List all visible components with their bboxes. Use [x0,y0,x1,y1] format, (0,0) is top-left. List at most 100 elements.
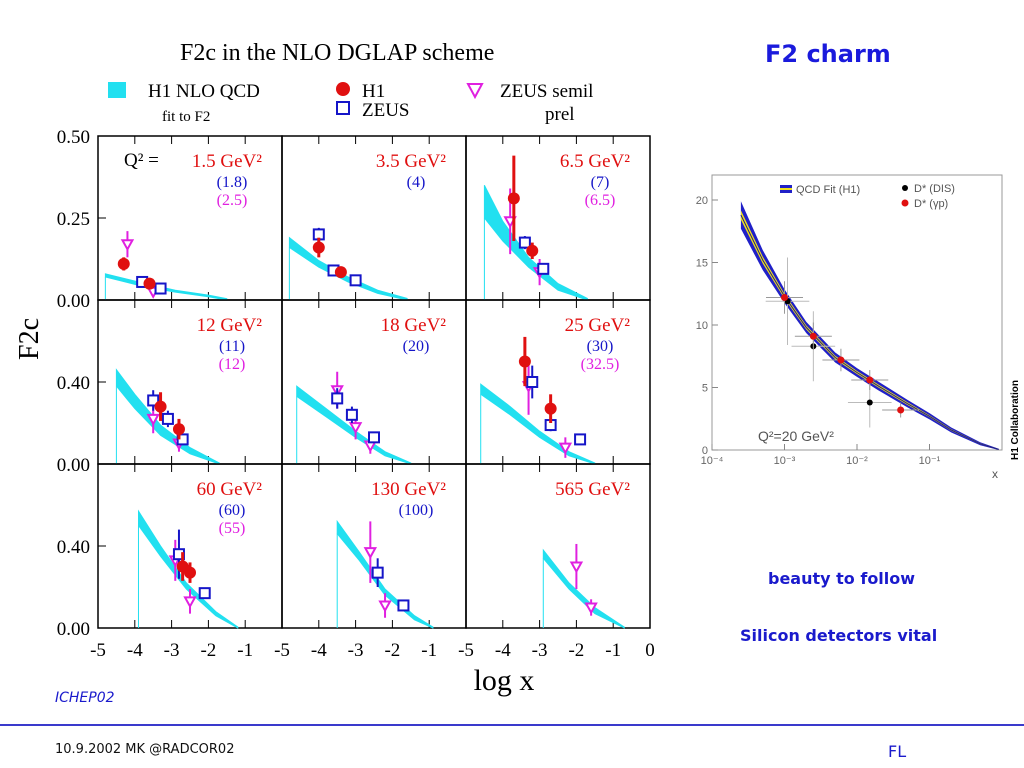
y-tick-label: 0.00 [57,619,90,640]
panel-5: 18 GeV² (20) [281,299,467,465]
panel-4: 12 GeV² (11)(12) [97,299,283,465]
zeus-point [537,262,550,275]
panel-q2-semil: (6.5) [585,192,616,209]
x-tick-label: 0 [645,640,655,661]
semil-point [120,239,135,252]
y-tick-label: 0.40 [57,537,90,558]
panel-q2-h1: 130 GeV² [371,479,446,500]
gp-point [781,294,788,301]
zeus-point [371,566,384,579]
y-tick-label: 20 [696,195,708,207]
zeus-point [518,236,531,249]
h1-point [507,192,520,205]
x-tick-label: -4 [127,640,143,661]
zeus-point [345,408,358,421]
h1-point [518,355,531,368]
y-tick-label: 15 [696,258,708,270]
panel-2: 3.5 GeV² (4) [281,135,467,301]
panel-frame-9 [465,463,651,629]
semil-point [183,596,197,609]
gp-point [837,356,845,364]
chart-title: F2c in the NLO DGLAP scheme [180,40,494,66]
panel-q2-zeus: (1.8) [217,174,248,191]
legend-semil-label: ZEUS semil [500,81,593,102]
x-tick-label: -2 [568,640,584,661]
x-axis-label: x [992,467,998,481]
x-tick-label: -5 [90,640,106,661]
fit-band [480,383,596,465]
zeus-point [161,412,174,425]
legend-band-label: QCD Fit (H1) [796,184,860,196]
panel-q2-h1: 25 GeV² [565,315,631,336]
legend-dis-label: D* (DIS) [914,183,955,195]
legend-dis-marker [902,185,908,191]
semil-point [348,422,363,435]
zeus-point [154,282,167,295]
panel-q2-h1: 6.5 GeV² [560,151,630,172]
collaboration-label: H1 Collaboration [1010,380,1021,461]
y-tick-label: 0.40 [57,373,90,394]
x-tick-label: -3 [532,640,548,661]
panel-q2-zeus: (30) [587,338,614,355]
semil-point [569,561,584,574]
x-tick-label: 10⁻⁴ [701,455,724,467]
h1-point [172,423,185,436]
gluon-density-figure: 0 5 10 15 20 10⁻⁴ 10⁻³ 10⁻² 10⁻¹ QCD Fit (H1) D* (… [696,174,1003,481]
semil-point [584,602,598,615]
panel-q2-h1: 12 GeV² [197,315,263,336]
fit-band [483,184,588,301]
y-tick-label: 0.25 [57,209,90,230]
x-tick-label: 10⁻¹ [919,455,941,467]
h1-point [526,244,539,257]
x-tick-label: -1 [237,640,253,661]
slide-title: F2 charm [765,40,891,68]
legend-band-inner [780,188,792,190]
h1-point [544,402,557,415]
zeus-point [349,274,362,287]
q2-prefix: Q² = [124,150,159,171]
legend-h1-label: H1 [362,81,385,102]
x-tick-label: -5 [458,640,474,661]
zeus-point [526,376,539,388]
panel-8: 130 GeV² (100) [281,463,467,629]
panel-q2-zeus: (100) [399,502,434,519]
dis-point [866,399,873,406]
zeus-point [397,599,410,612]
fit-band [542,548,625,629]
panel-6: 25 GeV² (30)(32.5) [465,299,651,465]
panel-q2-zeus: (7) [591,174,610,191]
legend-gp-marker [901,199,909,207]
f2c-figure: F2c in the NLO DGLAP scheme H1 NLO QCD fit… [14,40,655,697]
legend-semil-marker [466,83,484,100]
footer-date: 10.9.2002 MK @RADCOR02 [55,742,235,757]
x-tick-label: 10⁻³ [774,455,796,467]
legend-fit-sub: fit to F2 [162,109,210,125]
legend-semil-sub: prel [545,104,575,125]
legend-fit-swatch [108,82,126,98]
panel-q2-h1: 1.5 GeV² [192,151,262,172]
h1-point [117,257,130,270]
h1-point [154,400,167,413]
semil-point [146,413,160,426]
legend-zeus-marker [336,101,350,115]
panel-9: 565 GeV² [465,463,651,629]
q2-annotation: Q²=20 GeV² [758,428,834,444]
semil-point [378,600,392,613]
zeus-point [198,587,211,600]
panel-q2-semil: (55) [219,520,246,537]
y-tick-label: 5 [702,383,708,395]
gp-point [897,406,905,414]
y-axis-label: F2c [14,318,45,360]
legend-h1-marker [336,82,350,96]
panel-q2-semil: (12) [219,356,246,373]
plot-frame [711,174,1003,451]
panel-q2-h1: 18 GeV² [381,315,447,336]
conference-label: ICHEP02 [55,690,115,706]
x-tick-label: -1 [421,640,437,661]
x-tick-label: 10⁻² [846,455,868,467]
panel-q2-zeus: (20) [403,338,430,355]
semil-point [363,547,378,560]
gp-point [866,376,874,384]
x-tick-label: -5 [274,640,290,661]
x-tick-label: -1 [605,640,621,661]
